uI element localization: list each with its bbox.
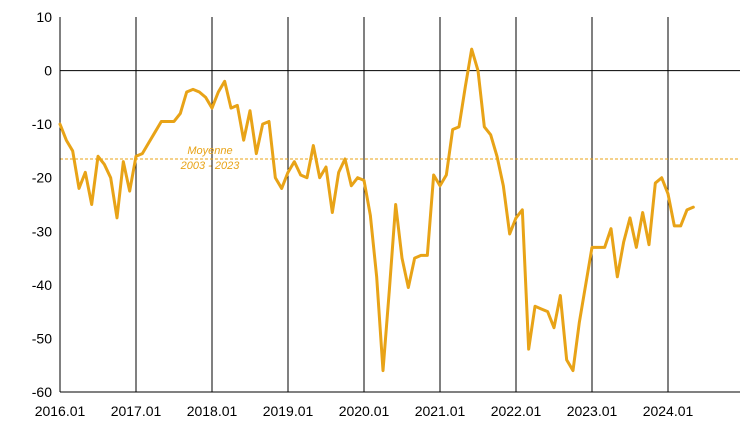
y-tick-label: -10 (32, 116, 52, 132)
x-tick-label: 2018.01 (187, 403, 238, 419)
x-tick-label: 2016.01 (35, 403, 86, 419)
x-tick-label: 2019.01 (263, 403, 314, 419)
y-tick-label: -30 (32, 223, 52, 239)
y-tick-label: -40 (32, 277, 52, 293)
vertical-gridlines (135, 17, 669, 392)
x-tick-label: 2024.01 (643, 403, 694, 419)
y-tick-label: -20 (32, 170, 52, 186)
average-label-moyenne: Moyenne (187, 145, 232, 157)
x-tick-label: 2021.01 (415, 403, 466, 419)
x-tick-labels: 2016.01 2017.01 2018.01 2019.01 2020.01 2021.… (35, 403, 694, 419)
x-tick-label: 2022.01 (491, 403, 542, 419)
y-tick-label: 0 (44, 63, 52, 79)
y-tick-labels: 10 0 -10 -20 -30 -40 -50 -60 (32, 9, 52, 400)
y-tick-label: 10 (36, 9, 52, 25)
y-tick-label: -50 (32, 330, 52, 346)
series-line (58, 47, 695, 373)
y-tick-label: -60 (32, 384, 52, 400)
x-tick-label: 2023.01 (567, 403, 618, 419)
x-tick-label: 2020.01 (339, 403, 390, 419)
average-label-period: 2003 - 2023 (180, 160, 241, 172)
x-tick-label: 2017.01 (111, 403, 162, 419)
series-points (59, 49, 694, 371)
